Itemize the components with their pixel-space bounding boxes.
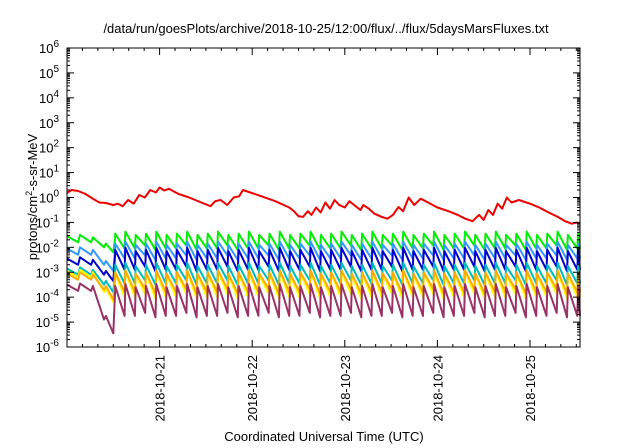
y-tick-label: 103 — [39, 114, 59, 131]
x-tick-label: 2018-10-24 — [430, 355, 445, 422]
x-tick-label: 2018-10-23 — [338, 355, 353, 422]
y-tick-label: 10-2 — [36, 238, 60, 255]
chart-title: /data/run/goesPlots/archive/2018-10-25/1… — [103, 21, 549, 36]
y-tick-label: 100 — [39, 189, 59, 206]
series-line — [66, 186, 579, 225]
y-tick-label: 10-1 — [36, 213, 60, 230]
y-tick-label: 101 — [39, 164, 59, 181]
y-tick-label: 102 — [39, 139, 59, 156]
y-axis-label-sup: 2 — [24, 191, 34, 196]
y-tick-label: 104 — [39, 89, 59, 106]
x-axis-label: Coordinated Universal Time (UTC) — [224, 429, 423, 444]
y-tick-label: 106 — [39, 39, 59, 56]
x-tick-label: 2018-10-22 — [245, 355, 260, 422]
plot-area — [66, 47, 581, 348]
y-tick-label: 105 — [39, 64, 59, 81]
y-tick-label: 10-3 — [36, 263, 60, 280]
x-tick-label: 2018-10-25 — [523, 355, 538, 422]
y-tick-label: 10-4 — [36, 288, 60, 305]
y-tick-label: 10-6 — [36, 338, 60, 355]
y-tick-label: 10-5 — [36, 313, 60, 330]
x-axis: 2018-10-21 2018-10-22 2018-10-23 2018-10-24… — [81, 48, 577, 422]
y-axis-label-part: -s-sr-MeV — [25, 133, 40, 190]
y-axis: 10-6 10-5 10-4 10-3 10-2 10-1 100 101 102 103 104 1… — [36, 39, 580, 355]
y-axis-label-part: protons/cm — [25, 196, 40, 260]
y-axis-label: protons/cm2-s-sr-MeV — [24, 133, 40, 260]
x-tick-label: 2018-10-21 — [153, 355, 168, 422]
series-line — [66, 282, 581, 335]
